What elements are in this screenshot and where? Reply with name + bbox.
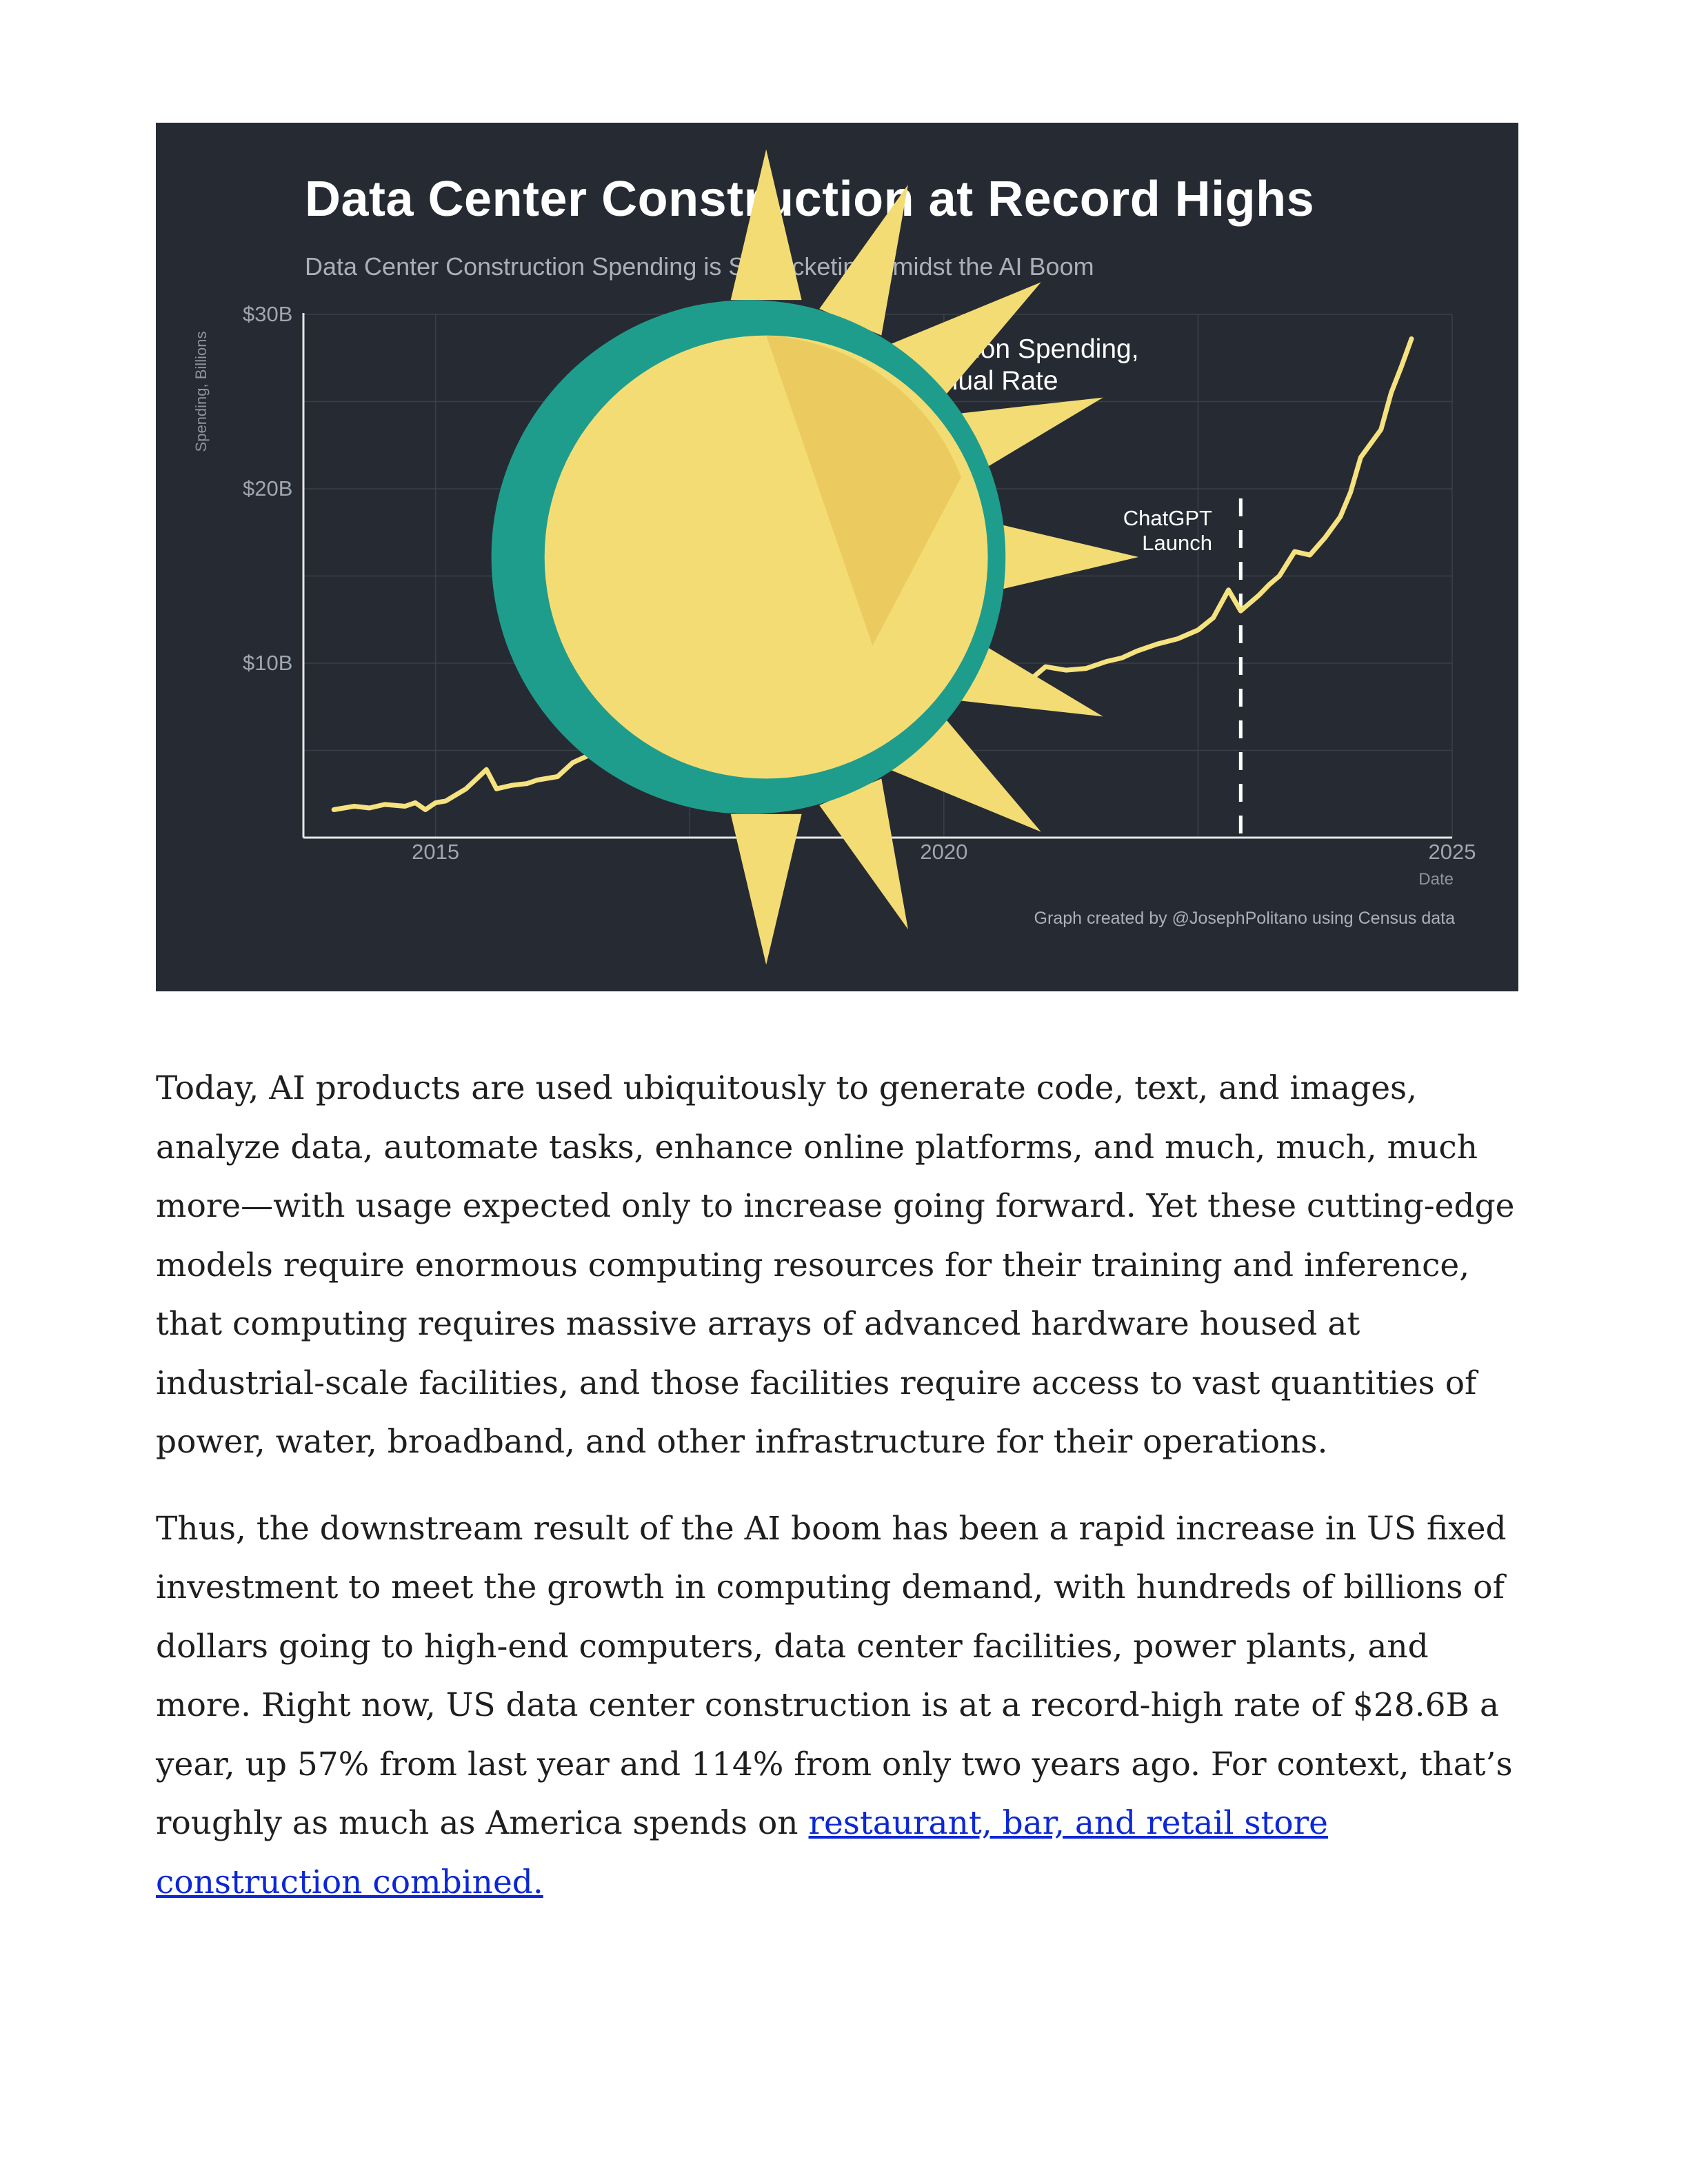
chatgpt-launch-annotation: ChatGPT Launch bbox=[1123, 506, 1212, 555]
article-body: Today, AI products are used ubiquitously… bbox=[156, 1059, 1518, 1939]
chart-credit: Graph created by @JosephPolitano using C… bbox=[1034, 909, 1455, 928]
x-tick-label: 2020 bbox=[920, 840, 968, 864]
x-axis-label: Date bbox=[1418, 870, 1454, 889]
y-tick-label: $20B bbox=[243, 476, 293, 501]
chart-title: Data Center Construction at Record Highs bbox=[305, 172, 1315, 227]
x-tick-label: 2025 bbox=[1428, 840, 1476, 864]
construction-comparison-link[interactable]: restaurant, bar, and retail store constr… bbox=[156, 1804, 1328, 1901]
article-paragraph-2: Thus, the downstream result of the AI bo… bbox=[156, 1499, 1518, 1912]
article-paragraph-1: Today, AI products are used ubiquitously… bbox=[156, 1069, 1515, 1461]
y-tick-label: $10B bbox=[243, 651, 293, 675]
y-tick-label: $30B bbox=[243, 302, 293, 326]
chart-figure: Data Center Construction at Record Highs… bbox=[156, 123, 1518, 991]
article-paragraph-2-text: Thus, the downstream result of the AI bo… bbox=[156, 1509, 1513, 1843]
x-tick-label: 2015 bbox=[412, 840, 460, 864]
sun-logo-icon bbox=[491, 149, 1139, 965]
chart-subtitle: Data Center Construction Spending is Sky… bbox=[305, 252, 1094, 281]
